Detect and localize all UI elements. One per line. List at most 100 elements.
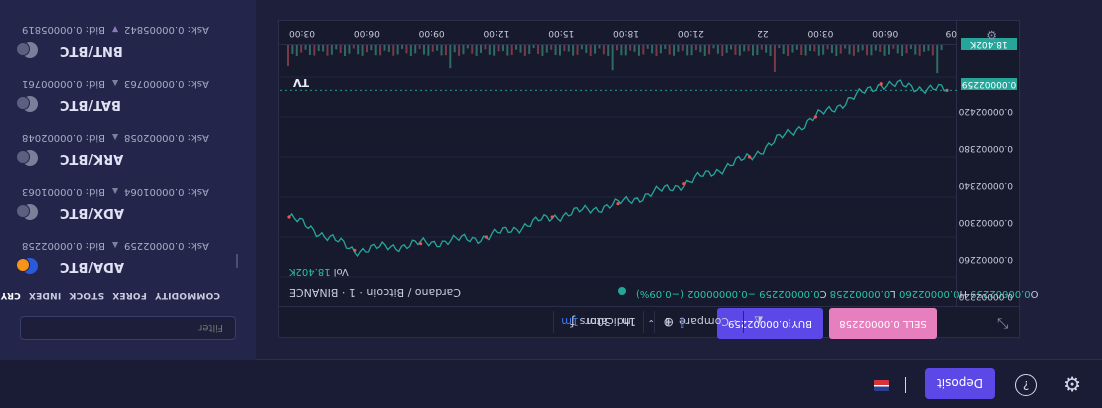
price-point xyxy=(682,182,686,186)
volume-bar xyxy=(558,45,561,56)
volume-bar xyxy=(699,45,702,53)
tab-stock[interactable]: STOCK xyxy=(69,290,105,300)
volume-bar xyxy=(541,45,544,56)
volume-bar xyxy=(379,45,382,56)
pair-list: ADA/BTC Bid: 0.00002258 ▲ Ask: 0.0000225… xyxy=(0,8,256,278)
chevron-down-icon[interactable]: ⌄ xyxy=(647,317,655,327)
tab-index[interactable]: INDEX xyxy=(28,290,62,300)
volume-bar xyxy=(681,45,684,51)
time-axis[interactable]: 03:00 06:00 09:00 12:00 15:00 18:00 21:00 22 03:… xyxy=(279,20,957,45)
volume-bar xyxy=(905,45,908,54)
pair-item-ark-btc[interactable]: ARK/BTC Bid: 0.00002048 ▲ Ask: 0.0000205… xyxy=(0,116,256,170)
volume-bar xyxy=(637,45,640,56)
gear-icon[interactable]: ⚙ xyxy=(986,28,997,42)
pair-item-bat-btc[interactable]: BAT/BTC Bid: 0.00000761 ▲ Ask: 0.0000076… xyxy=(0,62,256,116)
candles-icon[interactable]: ⫿ xyxy=(680,316,684,329)
triangle-up-icon: ▲ xyxy=(112,79,119,88)
volume-bar xyxy=(716,45,719,54)
pair-bid: Bid: 0.00002048 xyxy=(22,132,105,143)
volume-bar xyxy=(861,45,864,51)
tab-crypto[interactable]: CRYPTO xyxy=(0,290,21,300)
compare-button[interactable]: Compare ⊕ xyxy=(663,307,729,337)
time-tick: 03:00 xyxy=(289,28,315,38)
volume-bar xyxy=(694,45,697,51)
fullscreen-icon[interactable]: ⤡ xyxy=(997,315,1009,331)
price-axis[interactable]: 0.00002220 0.00002260 0.00002300 0.00002… xyxy=(956,21,1019,307)
pair-item-bnt-btc[interactable]: BNT/BTC Bid: 0.00005819 ▼ Ask: 0.0000584… xyxy=(0,8,256,62)
time-tick: 15:00 xyxy=(548,28,575,38)
volume-bar xyxy=(484,45,487,50)
volume-bar xyxy=(769,45,772,56)
price-point xyxy=(418,242,423,246)
price-point xyxy=(616,202,620,206)
volume-bar xyxy=(624,45,627,56)
volume-bar xyxy=(506,45,509,56)
triangle-up-icon: ▲ xyxy=(112,187,119,196)
volume-bar xyxy=(335,45,338,50)
volume-bar xyxy=(497,45,500,52)
deposit-button[interactable]: Deposit xyxy=(925,368,995,399)
volume-bar xyxy=(449,45,452,69)
volume-bar xyxy=(322,45,325,52)
volume-bar xyxy=(576,45,579,55)
tab-commodity[interactable]: COMMODITY xyxy=(154,290,220,300)
price-plot[interactable] xyxy=(279,45,957,307)
volume-bar xyxy=(835,45,838,56)
volume-bar xyxy=(852,45,855,56)
area-chart-icon[interactable]: ◭ xyxy=(754,315,763,329)
last-price-tag: 0.00002259 xyxy=(961,78,1017,90)
volume-bar xyxy=(800,45,803,56)
volume-bar xyxy=(936,45,939,74)
volume-bar xyxy=(313,45,316,56)
pair-ask: Ask: 0.00000763 xyxy=(124,78,209,89)
volume-bar xyxy=(778,45,781,49)
volume-bar xyxy=(659,45,662,54)
pair-item-ada-btc[interactable]: ADA/BTC Bid: 0.00002258 ▲ Ask: 0.0000225… xyxy=(0,224,256,278)
bar-style-icon[interactable]: ⫶ xyxy=(788,316,791,329)
volume-bar xyxy=(339,45,342,53)
volume-bar xyxy=(458,45,461,56)
volume-bar xyxy=(589,45,592,56)
volume-bar xyxy=(844,45,847,49)
us-flag-icon[interactable] xyxy=(874,380,889,391)
btc-coin-icon xyxy=(16,204,30,218)
interval-label: 1h xyxy=(622,315,636,329)
pair-name: BAT/BTC xyxy=(60,97,121,112)
price-point xyxy=(353,248,357,252)
volume-bar xyxy=(471,45,474,54)
volume-bar xyxy=(760,45,763,50)
volume-bar xyxy=(708,45,711,55)
volume-bar xyxy=(532,45,535,49)
volume-bar xyxy=(918,45,921,56)
volume-bar xyxy=(475,45,478,56)
pair-ask: Ask: 0.00005842 xyxy=(124,24,209,35)
volume-bar xyxy=(738,45,741,56)
bars-icon[interactable]: ⫾ xyxy=(665,316,669,329)
filter-input[interactable] xyxy=(20,316,236,340)
price-point xyxy=(813,115,817,119)
interval-1h[interactable]: 1h xyxy=(622,307,636,337)
volume-bar xyxy=(725,45,728,53)
price-point xyxy=(879,82,883,86)
volume-bar xyxy=(361,45,364,56)
chevron-down-icon[interactable]: ⌄ xyxy=(731,317,739,327)
help-icon[interactable]: ? xyxy=(1015,374,1037,396)
volume-bar xyxy=(300,45,303,53)
volume-bar xyxy=(401,45,404,49)
interval-1m[interactable]: 1m xyxy=(561,307,579,337)
volume-bar xyxy=(453,45,456,53)
volume-bar xyxy=(585,45,588,54)
volume-bar xyxy=(927,45,930,51)
volume-bar xyxy=(765,45,768,53)
sell-button[interactable]: SELL 0.00002258 xyxy=(829,308,937,339)
interval-30m[interactable]: 30m xyxy=(586,307,611,337)
volume-bar xyxy=(651,45,654,54)
volume-bar xyxy=(896,45,899,54)
pair-item-adx-btc[interactable]: ADX/BTC Bid: 0.00001063 ▲ Ask: 0.0000106… xyxy=(0,170,256,224)
volume-bar xyxy=(830,45,833,54)
tab-forex[interactable]: FOREX xyxy=(112,290,147,300)
gear-icon[interactable]: ⚙ xyxy=(1063,372,1081,396)
volume-bar xyxy=(747,45,750,52)
volume-bar xyxy=(892,45,895,49)
volume-bar xyxy=(414,45,417,54)
